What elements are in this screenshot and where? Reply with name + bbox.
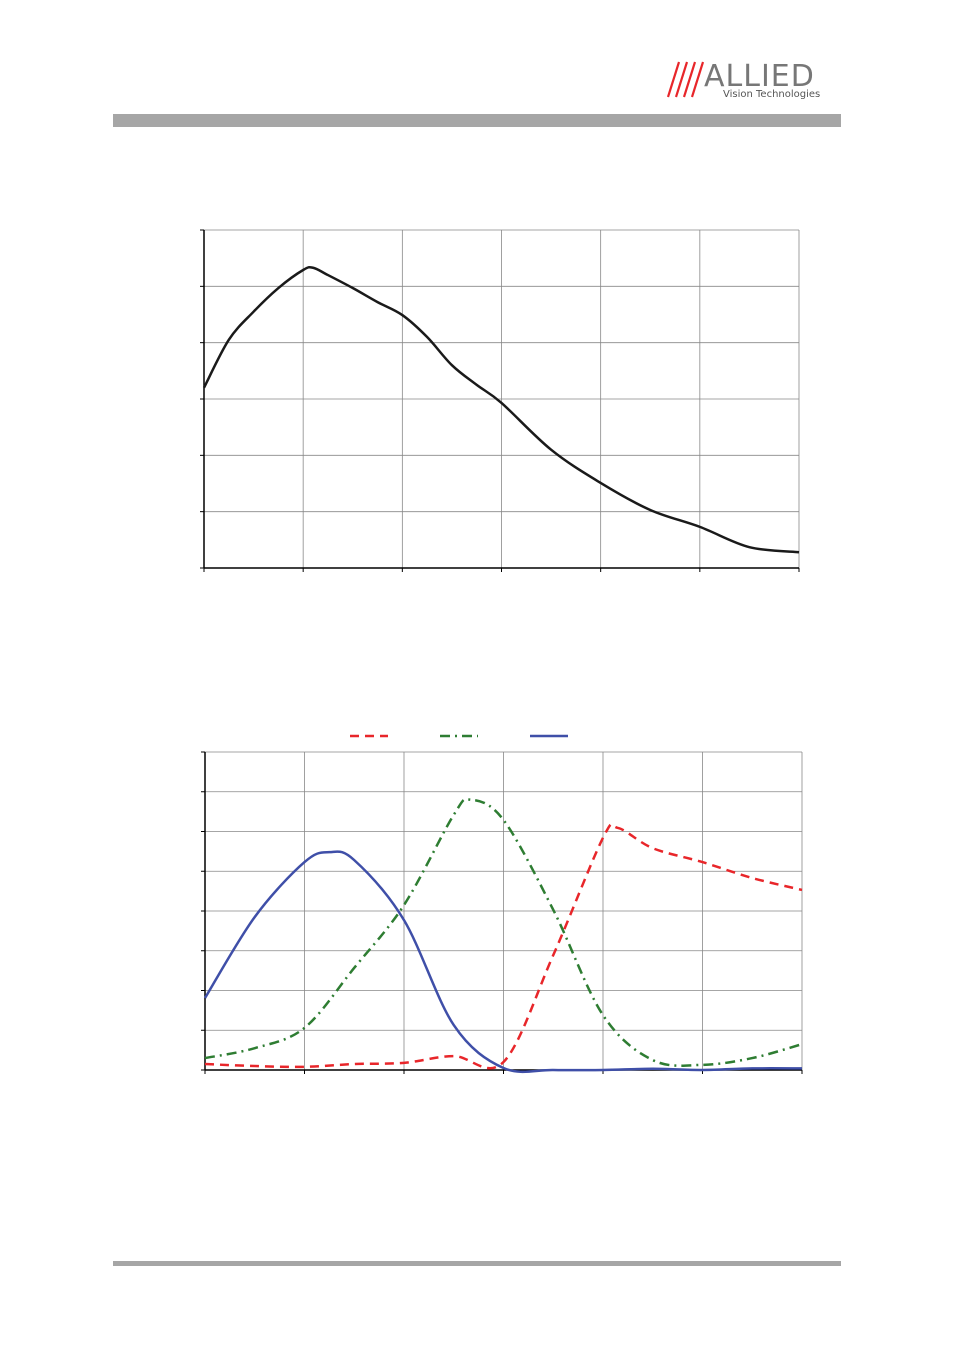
logo-slash [682, 61, 697, 98]
logo-slash [674, 61, 689, 98]
series-line [204, 797, 803, 1067]
series-line [202, 265, 800, 554]
logo-text: ALLIED [704, 59, 815, 94]
logo: ALLIED Vision Technologies [666, 59, 820, 100]
footer-bar [113, 1261, 841, 1266]
logo-slash [690, 61, 705, 98]
series-line [203, 850, 803, 1074]
logo-slash [666, 61, 681, 98]
logo-tagline: Vision Technologies [723, 89, 820, 100]
header-bar [113, 114, 841, 127]
series-line [204, 823, 803, 1070]
